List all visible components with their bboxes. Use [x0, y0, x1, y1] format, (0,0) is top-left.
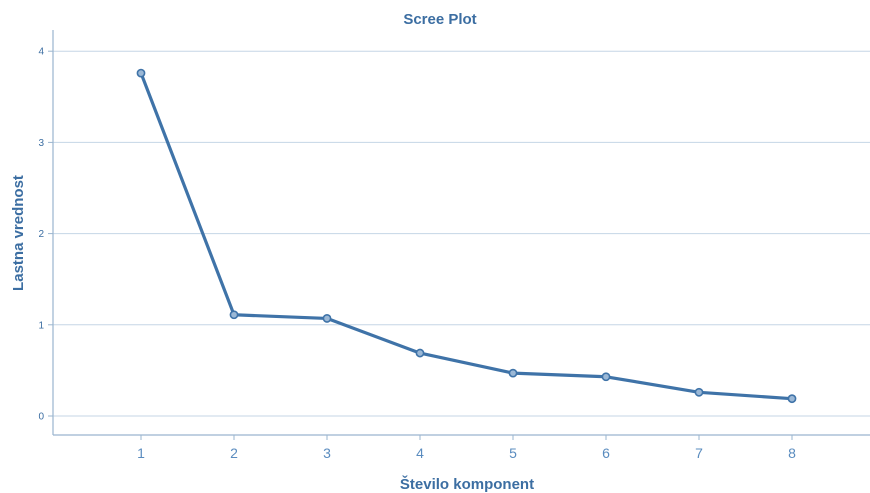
- x-tick-label-5: 5: [509, 445, 517, 461]
- data-point-6: [601, 372, 611, 382]
- y-tick-label-3: 3: [38, 138, 44, 149]
- x-tick-label-8: 8: [788, 445, 796, 461]
- x-tick-labels: 1 2 3 4 5 6 7 8: [137, 445, 796, 461]
- x-tick-label-7: 7: [695, 445, 703, 461]
- data-point-4: [415, 348, 425, 358]
- data-point-2: [229, 310, 239, 320]
- series-layer: [136, 68, 797, 404]
- y-tick-label-1: 1: [38, 320, 44, 331]
- series-line-0: [139, 71, 794, 401]
- axis-layer: [48, 30, 870, 440]
- x-tick-label-4: 4: [416, 445, 424, 461]
- y-tick-label-4: 4: [38, 47, 44, 58]
- grid-layer: [53, 50, 870, 417]
- data-point-1: [136, 68, 146, 78]
- x-tick-label-6: 6: [602, 445, 610, 461]
- y-tick-label-2: 2: [38, 229, 44, 240]
- data-point-7: [694, 387, 704, 397]
- data-point-8: [787, 394, 797, 404]
- x-tick-label-1: 1: [137, 445, 145, 461]
- x-tick-label-3: 3: [323, 445, 331, 461]
- x-axis-label: Število komponent: [400, 475, 534, 493]
- y-tick-labels: 0 1 2 3 4: [38, 47, 44, 423]
- y-axis-label: Lastna vrednost: [10, 175, 27, 291]
- x-tick-label-2: 2: [230, 445, 238, 461]
- data-point-5: [508, 368, 518, 378]
- data-point-3: [322, 314, 332, 323]
- y-tick-label-0: 0: [38, 412, 44, 423]
- chart-title: Scree Plot: [403, 11, 476, 28]
